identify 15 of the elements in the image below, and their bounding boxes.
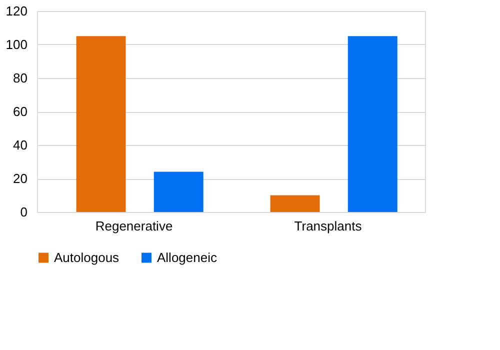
legend-label: Autologous	[54, 250, 120, 265]
y-tick-label: 20	[13, 171, 28, 186]
y-tick-label: 0	[20, 204, 28, 220]
y-tick-label: 80	[13, 70, 28, 86]
x-tick-label: Regenerative	[95, 218, 173, 234]
y-tick-label: 100	[6, 37, 28, 52]
x-tick-label: Transplants	[294, 218, 362, 234]
bar	[76, 36, 126, 212]
bar	[154, 172, 204, 212]
y-tick-label: 120	[6, 4, 28, 18]
bar	[270, 195, 320, 212]
legend-label: Allogeneic	[157, 250, 218, 265]
bar	[348, 36, 398, 212]
y-tick-label: 60	[13, 104, 28, 119]
y-tick-label: 40	[13, 138, 28, 152]
